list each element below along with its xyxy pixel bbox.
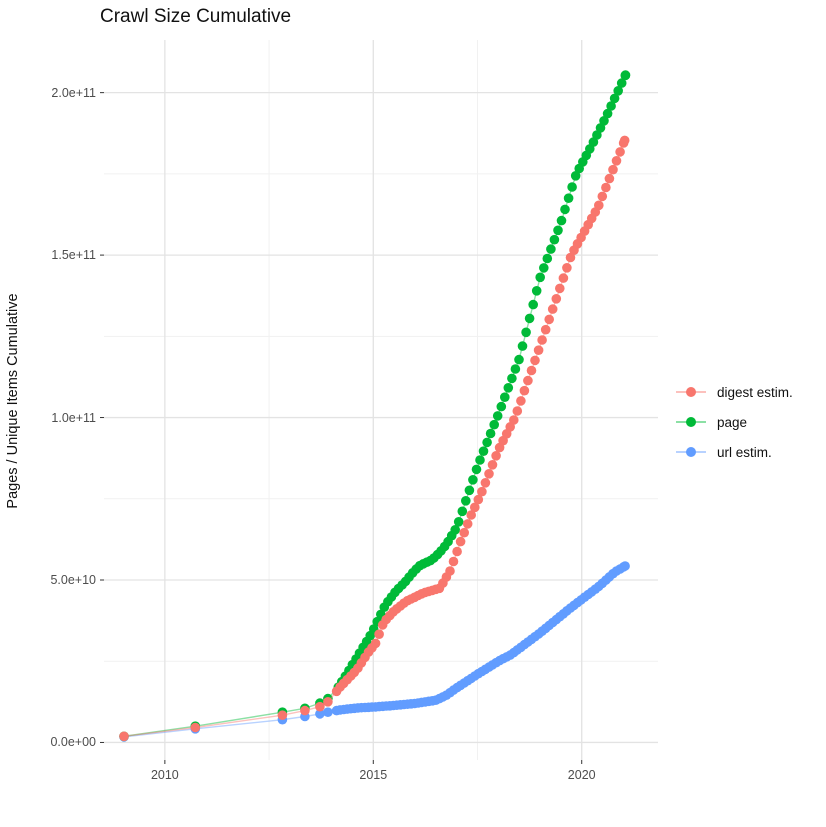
legend-dot-icon	[686, 417, 696, 427]
legend-label: page	[717, 414, 748, 430]
legend-item-url: url estim.	[674, 437, 793, 467]
legend-dot-icon	[686, 387, 696, 397]
x-tick-label-2020: 2020	[567, 768, 596, 782]
legend-item-digest: digest estim.	[674, 377, 793, 407]
legend-label: digest estim.	[717, 384, 793, 400]
legend-label: url estim.	[717, 444, 772, 460]
legend-key-url	[674, 443, 708, 461]
y-tick-label-0: 0.0e+00	[50, 735, 96, 750]
y-tick-label-1e11: 1.0e+11	[51, 410, 96, 425]
legend-dot-icon	[686, 447, 696, 457]
legend-key-page	[674, 413, 708, 431]
legend-key-digest	[674, 383, 708, 401]
chart-title: Crawl Size Cumulative	[100, 6, 292, 27]
legend: digest estim. page url estim.	[674, 377, 793, 467]
x-tick-label-2010: 2010	[150, 768, 179, 782]
y-axis-title: Pages / Unique Items Cumulative	[5, 293, 21, 509]
x-tick-label-2015: 2015	[359, 768, 388, 782]
y-tick-label-5e10: 5.0e+10	[50, 573, 96, 587]
y-tick-label-1.5e11: 1.5e+11	[51, 248, 96, 263]
legend-item-page: page	[674, 407, 793, 437]
y-tick-label-2e11: 2.0e+11	[51, 85, 96, 100]
